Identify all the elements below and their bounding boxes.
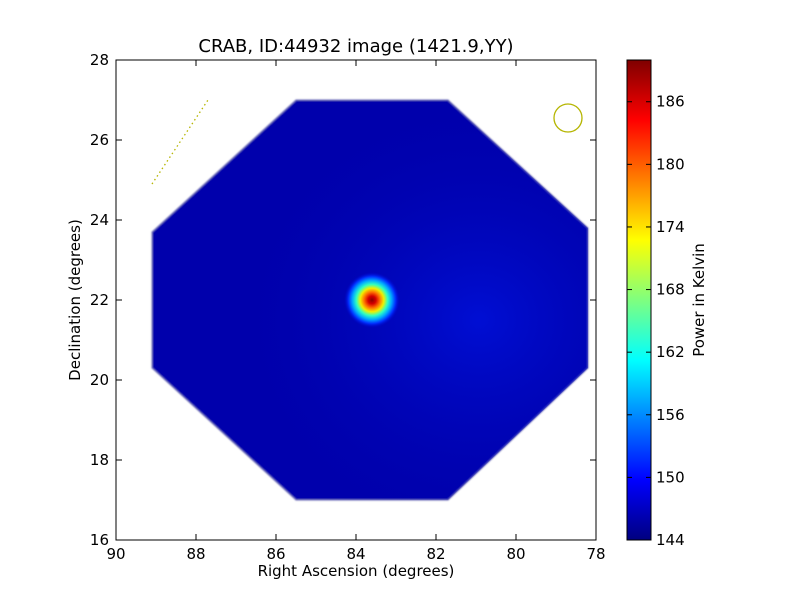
x-tick-label: 80 [506, 545, 525, 563]
x-tick-label: 88 [186, 545, 205, 563]
colorbar-label: Power in Kelvin [690, 243, 708, 357]
plot-image [151, 99, 589, 501]
beam-circle [553, 103, 583, 133]
y-tick-label: 26 [90, 131, 109, 149]
dotted-line [151, 99, 209, 185]
x-tick-label: 78 [586, 545, 605, 563]
colorbar [626, 59, 652, 541]
y-tick-label: 20 [90, 371, 109, 389]
y-axis: 16 18 20 22 24 26 28 [90, 51, 596, 549]
y-tick-label: 24 [90, 211, 109, 229]
chart-title: CRAB, ID:44932 image (1421.9,YY) [198, 36, 513, 57]
y-axis-label: Declination (degrees) [66, 219, 84, 381]
colorbar-tick-label: 186 [656, 93, 685, 111]
colorbar-tick-label: 156 [656, 406, 685, 424]
colorbar-tick-label: 144 [656, 531, 685, 549]
y-tick-label: 16 [90, 531, 109, 549]
source-blob [344, 272, 400, 328]
colorbar-tick-label: 168 [656, 281, 685, 299]
colorbar-tick-label: 180 [656, 155, 685, 173]
y-tick-label: 18 [90, 451, 109, 469]
y-tick-label: 28 [90, 51, 109, 69]
x-tick-label: 84 [346, 545, 365, 563]
colorbar-tick-label: 162 [656, 343, 685, 361]
x-tick-label: 86 [266, 545, 285, 563]
y-tick-label: 22 [90, 291, 109, 309]
colorbar-tick-label: 174 [656, 218, 685, 236]
x-axis-label: Right Ascension (degrees) [258, 562, 455, 580]
annotations [151, 99, 583, 185]
x-axis: 90 88 86 84 82 80 78 [106, 60, 606, 563]
colorbar-ticks: 144 150 156 162 168 174 180 186 [627, 93, 685, 549]
x-tick-label: 90 [106, 545, 125, 563]
colorbar-tick-label: 150 [656, 468, 685, 486]
x-tick-label: 82 [426, 545, 445, 563]
